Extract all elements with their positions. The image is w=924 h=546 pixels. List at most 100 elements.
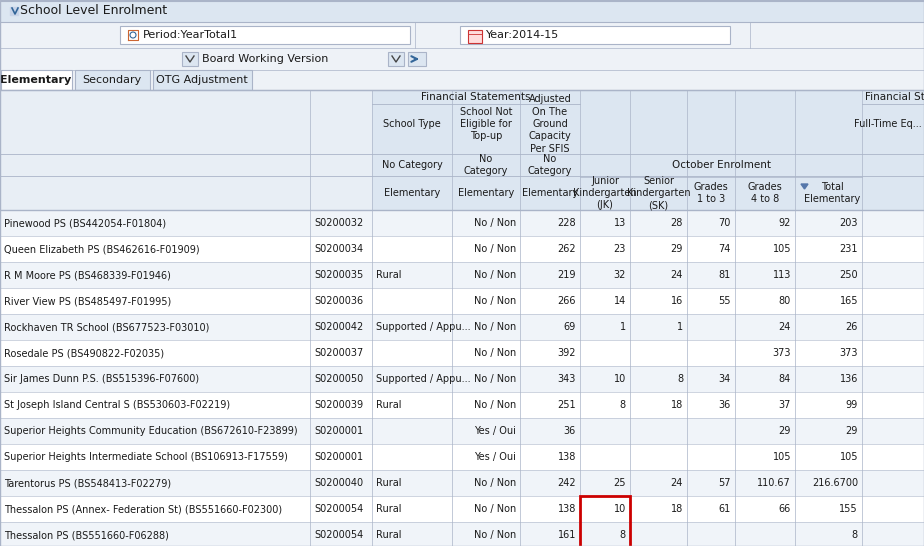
Text: 1: 1 bbox=[677, 322, 683, 332]
Text: Tarentorus PS (BS548413-F02279): Tarentorus PS (BS548413-F02279) bbox=[4, 478, 171, 488]
Text: 219: 219 bbox=[557, 270, 576, 280]
Text: 18: 18 bbox=[671, 504, 683, 514]
Text: 343: 343 bbox=[557, 374, 576, 384]
Bar bbox=[153, 70, 252, 90]
Text: R M Moore PS (BS468339-F01946): R M Moore PS (BS468339-F01946) bbox=[4, 270, 171, 280]
Text: S0200050: S0200050 bbox=[314, 374, 363, 384]
Bar bbox=[0, 22, 924, 48]
Bar bbox=[388, 52, 404, 66]
Text: 29: 29 bbox=[779, 426, 791, 436]
Bar bbox=[1, 70, 72, 90]
Text: Elementary: Elementary bbox=[383, 188, 440, 198]
Text: No
Category: No Category bbox=[464, 154, 508, 176]
Text: 110.67: 110.67 bbox=[758, 478, 791, 488]
Text: 216.6700: 216.6700 bbox=[812, 478, 858, 488]
Text: 155: 155 bbox=[839, 504, 858, 514]
Text: Thessalon PS (BS551660-F06288): Thessalon PS (BS551660-F06288) bbox=[4, 530, 169, 540]
Bar bbox=[0, 236, 924, 262]
Bar bbox=[0, 340, 924, 366]
Text: Full-Time Eq...: Full-Time Eq... bbox=[854, 119, 922, 129]
Text: Superior Heights Community Education (BS672610-F23899): Superior Heights Community Education (BS… bbox=[4, 426, 298, 436]
Text: 23: 23 bbox=[614, 244, 626, 254]
Text: 74: 74 bbox=[719, 244, 731, 254]
Text: Pinewood PS (BS442054-F01804): Pinewood PS (BS442054-F01804) bbox=[4, 218, 166, 228]
Text: 242: 242 bbox=[557, 478, 576, 488]
Text: 1: 1 bbox=[620, 322, 626, 332]
Text: 69: 69 bbox=[564, 322, 576, 332]
Text: 37: 37 bbox=[779, 400, 791, 410]
Bar bbox=[0, 522, 924, 546]
Text: Financial Sta...: Financial Sta... bbox=[865, 92, 924, 102]
Text: No / Non: No / Non bbox=[474, 530, 516, 540]
Text: S0200036: S0200036 bbox=[314, 296, 363, 306]
Text: S0200037: S0200037 bbox=[314, 348, 363, 358]
Bar bbox=[372, 90, 924, 210]
Bar bbox=[182, 52, 198, 66]
Text: 203: 203 bbox=[840, 218, 858, 228]
Bar bbox=[0, 210, 924, 236]
Text: S0200040: S0200040 bbox=[314, 478, 363, 488]
Text: Rural: Rural bbox=[376, 478, 402, 488]
Text: River View PS (BS485497-F01995): River View PS (BS485497-F01995) bbox=[4, 296, 171, 306]
Text: School Level Enrolment: School Level Enrolment bbox=[20, 4, 167, 17]
Text: Elementary: Elementary bbox=[522, 188, 578, 198]
Text: Rockhaven TR School (BS677523-F03010): Rockhaven TR School (BS677523-F03010) bbox=[4, 322, 210, 332]
Text: 80: 80 bbox=[779, 296, 791, 306]
Text: Rural: Rural bbox=[376, 530, 402, 540]
Text: Superior Heights Intermediate School (BS106913-F17559): Superior Heights Intermediate School (BS… bbox=[4, 452, 288, 462]
Text: School Not
Eligible for
Top-up: School Not Eligible for Top-up bbox=[460, 106, 512, 141]
Text: 81: 81 bbox=[719, 270, 731, 280]
Text: 262: 262 bbox=[557, 244, 576, 254]
Bar bbox=[460, 26, 730, 44]
Bar bbox=[0, 48, 924, 70]
Text: 24: 24 bbox=[671, 478, 683, 488]
Text: 70: 70 bbox=[719, 218, 731, 228]
Text: Rural: Rural bbox=[376, 504, 402, 514]
Bar bbox=[0, 262, 924, 288]
Bar bbox=[468, 30, 482, 43]
Text: 13: 13 bbox=[614, 218, 626, 228]
Text: 36: 36 bbox=[719, 400, 731, 410]
Text: No / Non: No / Non bbox=[474, 400, 516, 410]
Text: Rural: Rural bbox=[376, 270, 402, 280]
Text: Junior
Kindergarten
(JK): Junior Kindergarten (JK) bbox=[573, 176, 637, 210]
Text: No
Category: No Category bbox=[528, 154, 572, 176]
Text: 8: 8 bbox=[620, 530, 626, 540]
Text: St Joseph Island Central S (BS530603-F02219): St Joseph Island Central S (BS530603-F02… bbox=[4, 400, 230, 410]
Text: Rosedale PS (BS490822-F02035): Rosedale PS (BS490822-F02035) bbox=[4, 348, 164, 358]
Text: No / Non: No / Non bbox=[474, 478, 516, 488]
Text: Grades
1 to 3: Grades 1 to 3 bbox=[694, 182, 728, 204]
Text: S0200032: S0200032 bbox=[314, 218, 363, 228]
Text: 34: 34 bbox=[719, 374, 731, 384]
Text: 55: 55 bbox=[719, 296, 731, 306]
Text: Financial Statements: Financial Statements bbox=[421, 92, 530, 102]
Text: 10: 10 bbox=[614, 504, 626, 514]
Text: S0200001: S0200001 bbox=[314, 452, 363, 462]
Text: 99: 99 bbox=[845, 400, 858, 410]
Text: 373: 373 bbox=[772, 348, 791, 358]
Text: Yes / Oui: Yes / Oui bbox=[474, 452, 516, 462]
Text: Rural: Rural bbox=[376, 400, 402, 410]
Bar bbox=[0, 496, 924, 522]
Text: No / Non: No / Non bbox=[474, 348, 516, 358]
Bar bbox=[0, 444, 924, 470]
Text: October Enrolment: October Enrolment bbox=[672, 160, 771, 170]
Text: 8: 8 bbox=[620, 400, 626, 410]
Text: Grades
4 to 8: Grades 4 to 8 bbox=[748, 182, 783, 204]
Text: 92: 92 bbox=[779, 218, 791, 228]
Text: 231: 231 bbox=[840, 244, 858, 254]
Text: 105: 105 bbox=[772, 244, 791, 254]
Text: S0200035: S0200035 bbox=[314, 270, 363, 280]
Text: Total
Elementary: Total Elementary bbox=[805, 182, 860, 204]
Text: 84: 84 bbox=[779, 374, 791, 384]
Text: 29: 29 bbox=[845, 426, 858, 436]
Text: Year:2014-15: Year:2014-15 bbox=[486, 30, 559, 40]
Text: S0200042: S0200042 bbox=[314, 322, 363, 332]
Text: 8: 8 bbox=[677, 374, 683, 384]
Text: 29: 29 bbox=[671, 244, 683, 254]
Bar bbox=[580, 496, 630, 546]
Text: No / Non: No / Non bbox=[474, 322, 516, 332]
Text: No / Non: No / Non bbox=[474, 374, 516, 384]
Text: 10: 10 bbox=[614, 374, 626, 384]
Text: S0200054: S0200054 bbox=[314, 504, 363, 514]
